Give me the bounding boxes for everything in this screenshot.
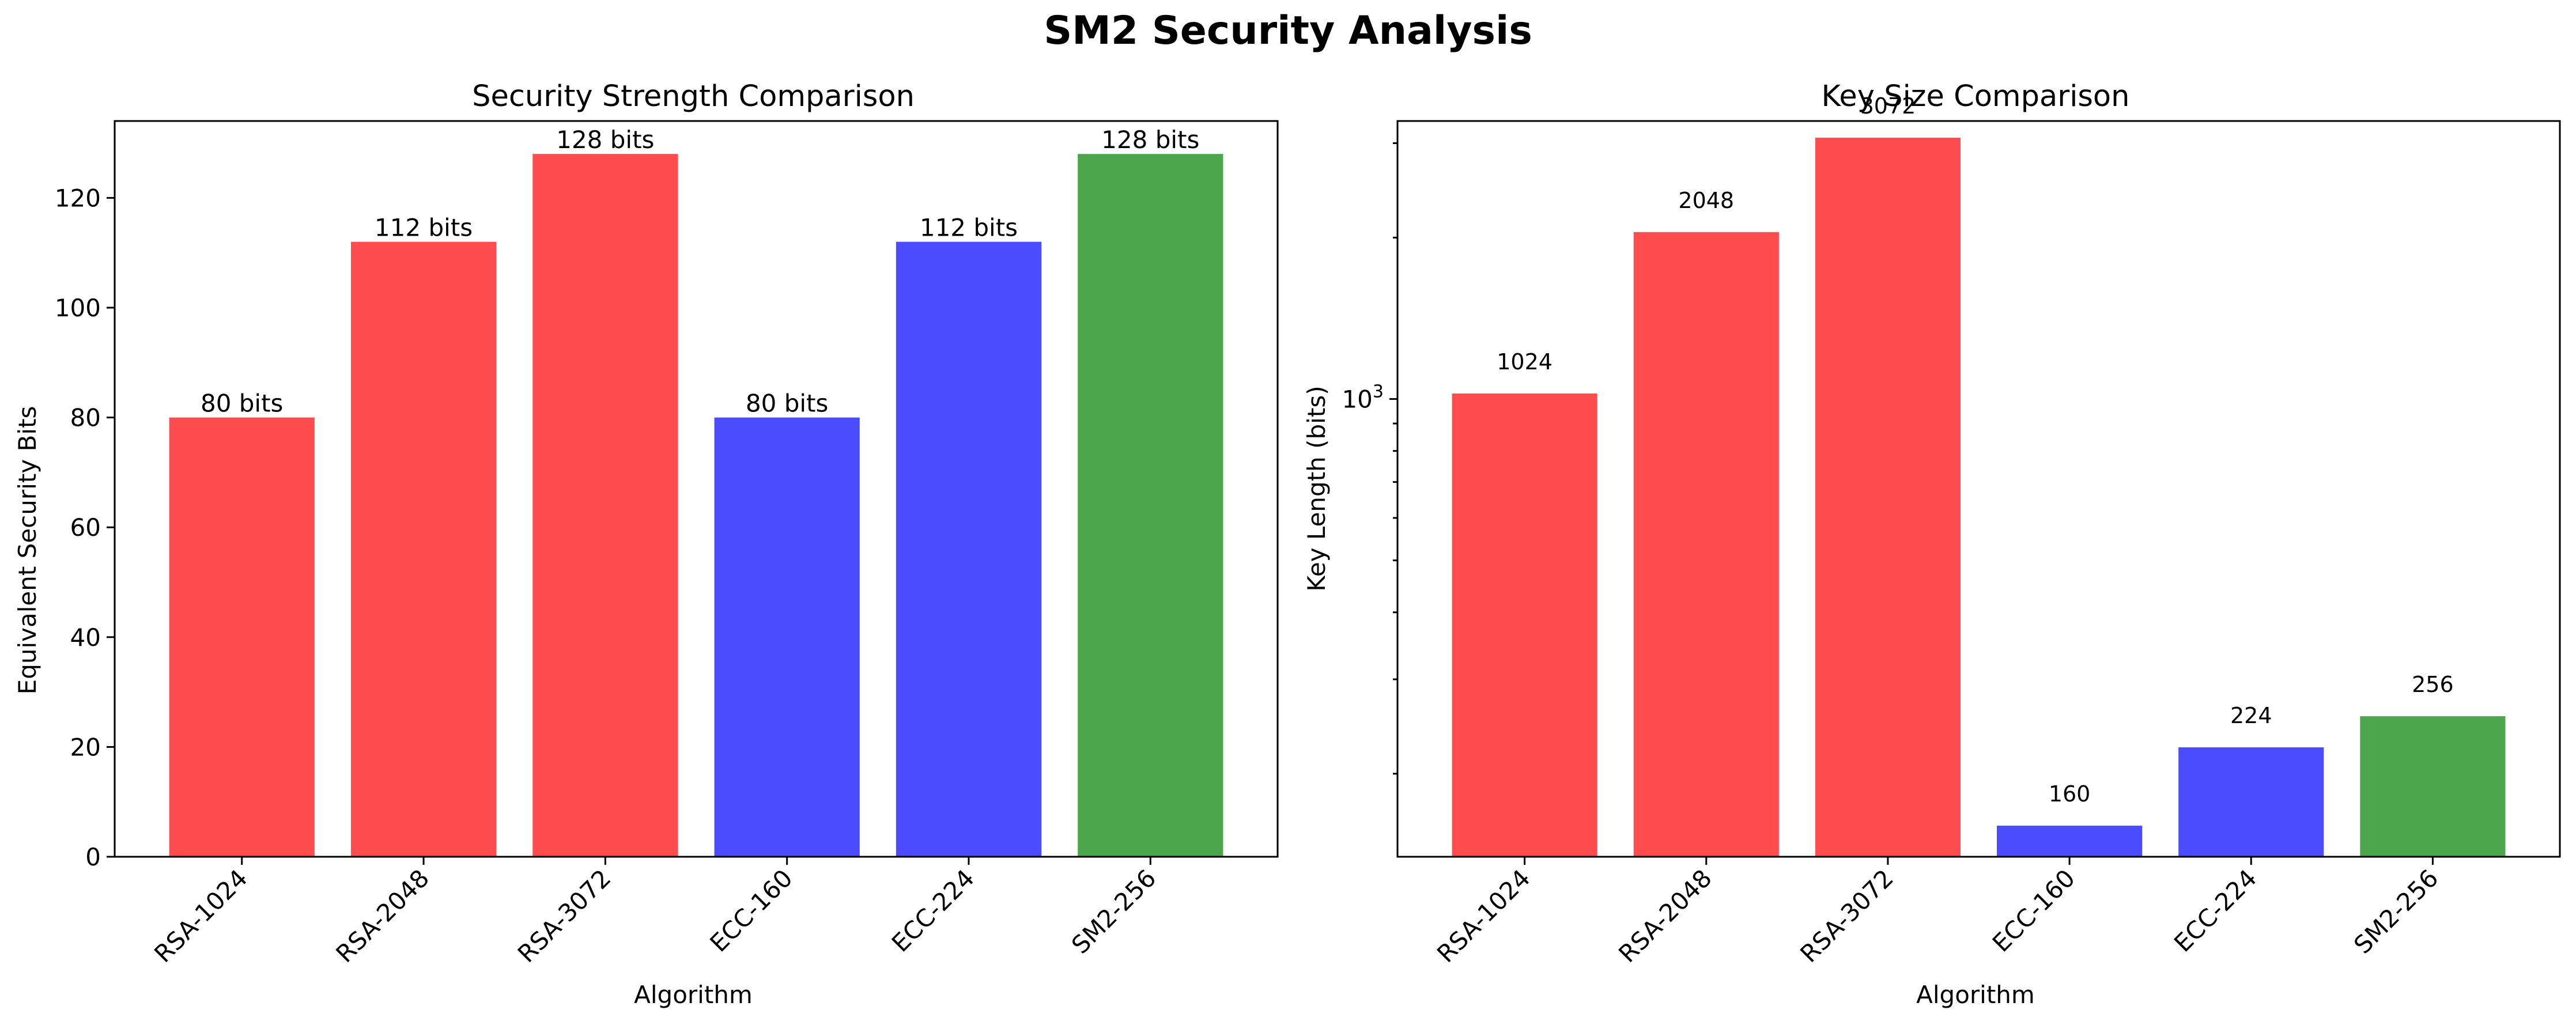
key-size-value-label-sm2-256: 256 — [2412, 672, 2454, 697]
security-strength-y-axis-label: Equivalent Security Bits — [13, 406, 41, 695]
security-strength-value-label-ecc-224: 112 bits — [920, 214, 1018, 242]
security-strength-bar-rsa-3072 — [532, 154, 678, 857]
security-strength-bar-ecc-224 — [896, 241, 1042, 857]
key-size-value-label-ecc-160: 160 — [2049, 781, 2091, 807]
security-strength-bar-sm2-256 — [1078, 154, 1223, 857]
key-size-bar-rsa-2048 — [1633, 232, 1779, 857]
key-size-bar-ecc-160 — [1997, 826, 2143, 857]
security-strength-chart: Security Strength Comparison Algorithm E… — [13, 80, 1279, 1009]
security-strength-bar-rsa-1024 — [169, 417, 315, 857]
security-strength-value-label-rsa-2048: 112 bits — [375, 214, 473, 242]
security-strength-x-axis-label: Algorithm — [634, 981, 753, 1009]
security-strength-y-tick-label-60: 60 — [70, 513, 101, 542]
key-size-bar-rsa-1024 — [1452, 393, 1597, 857]
key-size-bar-sm2-256 — [2360, 716, 2506, 857]
security-strength-y-tick-label-80: 80 — [70, 404, 101, 432]
security-strength-data-labels: 80 bits 112 bits 128 bits 80 bits 112 bits 12… — [201, 126, 1199, 417]
security-strength-bars — [169, 154, 1223, 857]
security-strength-bar-ecc-160 — [714, 417, 860, 857]
security-strength-y-tick-label-120: 120 — [55, 184, 101, 212]
security-strength-y-tick-label-0: 0 — [85, 843, 101, 871]
key-size-data-labels: 1024 2048 3072 160 224 256 — [1497, 93, 2453, 807]
security-strength-value-label-sm2-256: 128 bits — [1101, 126, 1199, 154]
key-size-plot-frame — [1396, 120, 2561, 858]
security-strength-y-tick-label-20: 20 — [70, 733, 101, 761]
security-strength-y-tick-label-100: 100 — [55, 294, 101, 322]
security-strength-title: Security Strength Comparison — [472, 80, 915, 114]
key-size-value-label-rsa-1024: 1024 — [1497, 349, 1553, 375]
security-strength-value-label-rsa-3072: 128 bits — [556, 126, 654, 154]
key-size-y-axis-label: Key Length (bits) — [1302, 385, 1331, 591]
figure-title: SM2 Security Analysis — [1044, 8, 1532, 54]
key-size-title: Key Size Comparison — [1822, 80, 2130, 114]
key-size-bar-rsa-3072 — [1815, 137, 1961, 857]
key-size-y-tick-label-1000: 103 — [1342, 381, 1384, 413]
key-size-x-axis-label: Algorithm — [1916, 981, 2035, 1009]
security-strength-y-tick-label-40: 40 — [70, 623, 101, 652]
security-strength-plot-frame — [114, 120, 1279, 858]
key-size-value-label-ecc-224: 224 — [2230, 703, 2272, 728]
security-strength-value-label-ecc-160: 80 bits — [746, 389, 828, 418]
key-size-bars — [1452, 137, 2506, 857]
key-size-value-label-rsa-3072: 3072 — [1860, 93, 1916, 119]
key-size-bar-ecc-224 — [2178, 747, 2324, 857]
key-size-value-label-rsa-2048: 2048 — [1678, 188, 1734, 213]
security-strength-bar-rsa-2048 — [350, 241, 497, 857]
security-strength-value-label-rsa-1024: 80 bits — [201, 389, 283, 418]
